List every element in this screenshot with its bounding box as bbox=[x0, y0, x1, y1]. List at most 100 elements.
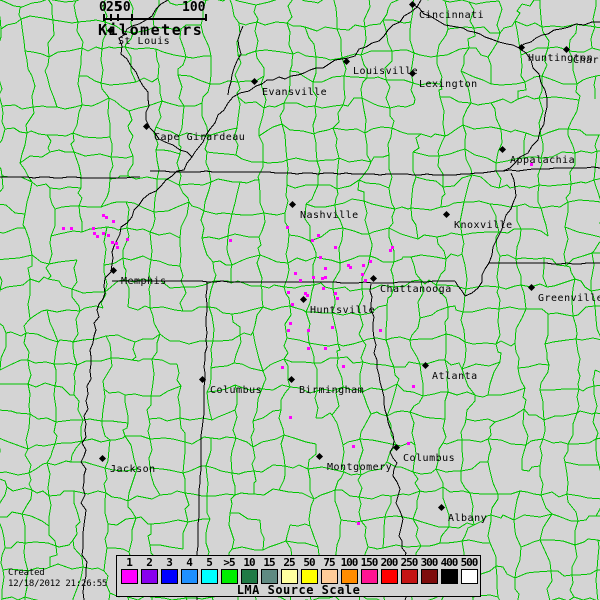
legend-value-label: 100 bbox=[340, 556, 359, 569]
distance-scalebar: 0 25 50 100 Kilometers bbox=[96, 0, 236, 46]
lightning-source-dot bbox=[92, 227, 95, 230]
legend-color-swatch bbox=[180, 569, 198, 584]
legend-title: LMA Source Scale bbox=[236, 583, 361, 597]
lightning-source-dot bbox=[364, 279, 367, 282]
legend-value-label: 200 bbox=[380, 556, 399, 569]
created-timestamp: 12/18/2012 21:26:55 bbox=[8, 579, 108, 589]
legend-color-swatch bbox=[420, 569, 438, 584]
city-label-huntington: Huntington bbox=[528, 53, 594, 64]
lightning-source-dot bbox=[379, 329, 382, 332]
city-label-appalachia: Appalachia bbox=[510, 155, 576, 166]
lightning-source-dot bbox=[62, 227, 65, 230]
legend-slot: 75 bbox=[319, 557, 339, 584]
lightning-source-dot bbox=[324, 276, 327, 279]
city-label-atlanta: Atlanta bbox=[432, 371, 478, 382]
city-label-huntsville: Huntsville bbox=[310, 305, 376, 316]
legend-value-label: 400 bbox=[440, 556, 459, 569]
lightning-source-dot bbox=[307, 347, 310, 350]
legend-value-label: 4 bbox=[186, 556, 193, 569]
lightning-source-dot bbox=[334, 292, 337, 295]
legend-color-swatch bbox=[340, 569, 358, 584]
legend-value-label: 300 bbox=[420, 556, 439, 569]
lightning-source-dot bbox=[321, 277, 324, 280]
legend-slot: 3 bbox=[159, 557, 179, 584]
legend-slot: 300 bbox=[419, 557, 439, 584]
legend-value-label: 150 bbox=[360, 556, 379, 569]
lightning-source-dot bbox=[352, 445, 355, 448]
legend-value-label: 250 bbox=[400, 556, 419, 569]
lightning-source-dot bbox=[347, 264, 350, 267]
lightning-source-dot bbox=[324, 267, 327, 270]
lightning-source-dot bbox=[324, 347, 327, 350]
city-label-columbus: Columbus bbox=[403, 453, 456, 464]
legend-color-swatch bbox=[320, 569, 338, 584]
lightning-source-dot bbox=[287, 329, 290, 332]
legend-slot: 2 bbox=[139, 557, 159, 584]
lightning-source-dot bbox=[357, 522, 360, 525]
legend-slot: 10 bbox=[239, 557, 259, 584]
lightning-source-dot bbox=[349, 266, 352, 269]
legend-value-label: 500 bbox=[460, 556, 479, 569]
lightning-source-dot bbox=[299, 279, 302, 282]
legend-slot: >5 bbox=[219, 557, 239, 584]
lightning-source-dot bbox=[307, 329, 310, 332]
city-label-cincinnati: Cincinnati bbox=[419, 10, 485, 21]
scalebar-unit-label: Kilometers bbox=[98, 21, 204, 39]
lightning-source-dot bbox=[317, 234, 320, 237]
legend-value-label: 5 bbox=[206, 556, 213, 569]
lightning-source-dot bbox=[362, 264, 365, 267]
lightning-source-dot bbox=[407, 442, 410, 445]
lightning-source-dot bbox=[111, 241, 114, 244]
lightning-source-dot bbox=[107, 234, 110, 237]
scalebar-tick-label: 100 bbox=[182, 0, 206, 15]
lightning-source-dot bbox=[289, 322, 292, 325]
legend-color-swatch bbox=[380, 569, 398, 584]
legend-slot: 200 bbox=[379, 557, 399, 584]
legend-color-swatch bbox=[140, 569, 158, 584]
legend-slot: 250 bbox=[399, 557, 419, 584]
legend-color-swatch bbox=[300, 569, 318, 584]
lightning-source-dot bbox=[304, 292, 307, 295]
legend-color-swatch bbox=[400, 569, 418, 584]
scalebar-tick bbox=[110, 14, 112, 21]
lightning-source-dot bbox=[311, 239, 314, 242]
legend-slot: 15 bbox=[259, 557, 279, 584]
scalebar-tick bbox=[205, 14, 207, 21]
city-label-memphis: Memphis bbox=[121, 276, 167, 287]
legend-color-swatch bbox=[220, 569, 238, 584]
legend-color-swatch bbox=[120, 569, 138, 584]
legend-color-swatch bbox=[160, 569, 178, 584]
scalebar-tick bbox=[131, 14, 133, 21]
lightning-source-dot bbox=[116, 246, 119, 249]
legend-value-label: 3 bbox=[166, 556, 173, 569]
lightning-source-dot bbox=[102, 214, 105, 217]
lightning-source-dot bbox=[105, 216, 108, 219]
city-label-st-louis: St Louis bbox=[118, 36, 171, 47]
scalebar-tick-label: 25 bbox=[106, 0, 122, 15]
scalebar-line bbox=[103, 18, 207, 20]
city-label-charleston: Charleston bbox=[573, 55, 600, 66]
lightning-source-dot bbox=[306, 294, 309, 297]
city-label-jackson: Jackson bbox=[110, 464, 156, 475]
created-stamp: Created 12/18/2012 21:26:55 bbox=[8, 568, 107, 590]
legend-value-label: 15 bbox=[263, 556, 275, 569]
city-label-nashville: Nashville bbox=[300, 210, 359, 221]
legend-slot: 400 bbox=[439, 557, 459, 584]
legend-value-label: 1 bbox=[126, 556, 133, 569]
lightning-source-dot bbox=[112, 220, 115, 223]
lightning-source-dot bbox=[412, 385, 415, 388]
lightning-source-dot bbox=[102, 232, 105, 235]
created-label: Created bbox=[8, 568, 45, 578]
lightning-source-dot bbox=[369, 260, 372, 263]
city-label-birmingham: Birmingham bbox=[299, 385, 365, 396]
legend-slot: 50 bbox=[299, 557, 319, 584]
legend-swatch-row: 1 2 3 4 5 >5 10 15 25 50 75 100 150 200 250 300 400 500 bbox=[117, 556, 480, 584]
city-label-cape-girardeau: Cape Girardeau bbox=[154, 132, 246, 143]
legend-color-swatch bbox=[200, 569, 218, 584]
lightning-source-dot bbox=[361, 273, 364, 276]
lightning-source-dot bbox=[229, 239, 232, 242]
lightning-source-dot bbox=[312, 276, 315, 279]
legend-slot: 4 bbox=[179, 557, 199, 584]
legend-value-label: 75 bbox=[323, 556, 335, 569]
